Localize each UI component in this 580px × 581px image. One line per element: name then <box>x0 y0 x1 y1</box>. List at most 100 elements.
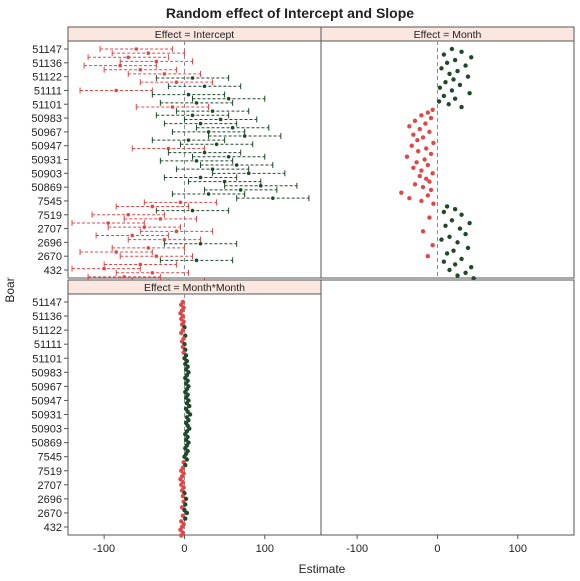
data-point <box>445 61 449 65</box>
data-point <box>416 149 420 153</box>
data-point <box>453 262 457 266</box>
data-point <box>450 47 454 51</box>
x-tick-label: 100 <box>256 543 274 555</box>
data-point <box>431 202 435 206</box>
data-point <box>235 163 239 167</box>
data-point <box>451 248 455 252</box>
data-point <box>407 196 411 200</box>
data-point <box>459 257 463 261</box>
y-tick-label: 51147 <box>32 44 62 56</box>
data-point <box>421 135 425 139</box>
data-point <box>187 138 191 142</box>
data-point <box>442 52 446 56</box>
data-point <box>179 201 183 205</box>
data-point <box>211 109 215 113</box>
data-point <box>239 188 243 192</box>
panel-frame-empty <box>321 280 574 535</box>
data-point <box>415 138 419 142</box>
y-tick-label: 2707 <box>38 480 62 492</box>
data-point <box>219 118 223 122</box>
panel-3: -100 0 100 <box>321 280 574 555</box>
data-point <box>463 63 467 67</box>
y-tick-label: 432 <box>44 522 62 534</box>
chart-title: Random effect of Intercept and Slope <box>166 5 414 21</box>
data-point <box>450 218 454 222</box>
data-point <box>195 259 199 263</box>
data-point <box>143 225 147 229</box>
data-point <box>458 83 462 87</box>
data-point <box>199 176 203 180</box>
data-point <box>453 58 457 62</box>
data-point <box>429 152 433 156</box>
data-point <box>429 188 433 192</box>
data-point <box>399 190 403 194</box>
y-tick-label: 51111 <box>34 339 62 351</box>
y-tick-label: 50903 <box>31 424 62 436</box>
data-point <box>419 199 423 203</box>
y-tick-label: 51147 <box>32 297 62 309</box>
x-axis-label: Estimate <box>299 562 346 576</box>
data-point <box>430 243 434 247</box>
y-tick-label: 50967 <box>31 127 62 139</box>
data-point <box>459 50 463 54</box>
y-tick-label: 50931 <box>31 410 62 422</box>
panel-2: Effect = Month*Month51147511365112251111… <box>31 280 321 555</box>
data-point <box>455 240 459 244</box>
y-tick-label: 51136 <box>32 311 62 323</box>
data-point <box>185 511 189 515</box>
data-point <box>130 234 134 238</box>
data-point <box>443 80 447 84</box>
data-point <box>458 226 462 230</box>
data-point <box>455 69 459 73</box>
data-point <box>419 113 423 117</box>
y-tick-label: 2670 <box>38 251 62 263</box>
y-tick-label: 7545 <box>38 196 62 208</box>
data-point <box>215 143 219 147</box>
data-point <box>469 55 473 59</box>
data-point <box>439 237 443 241</box>
data-point <box>102 267 106 271</box>
data-point <box>147 246 151 250</box>
panel-1: Effect = Month <box>321 27 574 280</box>
y-tick-label: 50983 <box>31 113 62 125</box>
data-point <box>424 146 428 150</box>
data-point <box>467 221 471 225</box>
y-tick-label: 432 <box>44 265 62 277</box>
data-point <box>126 55 130 59</box>
data-point <box>231 126 235 130</box>
data-point <box>469 265 473 269</box>
data-point <box>419 168 423 172</box>
x-tick-label: 0 <box>434 543 440 555</box>
y-tick-label: 7545 <box>38 452 62 464</box>
data-point <box>199 242 203 246</box>
data-point <box>411 166 415 170</box>
data-point <box>418 174 422 178</box>
data-point <box>227 155 231 159</box>
y-tick-label: 7519 <box>38 466 62 478</box>
panel-frame <box>321 41 574 278</box>
data-point <box>191 114 195 118</box>
data-point <box>259 184 263 188</box>
data-point <box>195 101 199 105</box>
data-point <box>443 224 447 228</box>
y-tick-label: 50869 <box>31 438 62 450</box>
data-point <box>410 143 414 147</box>
y-tick-label: 50903 <box>31 168 62 180</box>
data-point <box>151 205 155 209</box>
data-point <box>414 160 418 164</box>
data-point <box>151 271 155 275</box>
data-point <box>450 88 454 92</box>
data-point <box>466 246 470 250</box>
data-point <box>407 124 411 128</box>
panel-strip-label: Effect = Intercept <box>155 29 235 41</box>
y-axis-label: Boar <box>3 277 17 302</box>
data-point <box>459 213 463 217</box>
data-point <box>423 121 427 125</box>
data-point <box>175 80 179 84</box>
data-point <box>437 99 441 103</box>
y-tick-label: 2696 <box>38 494 62 506</box>
data-point <box>195 159 199 163</box>
data-point <box>453 97 457 101</box>
data-point <box>114 89 118 93</box>
